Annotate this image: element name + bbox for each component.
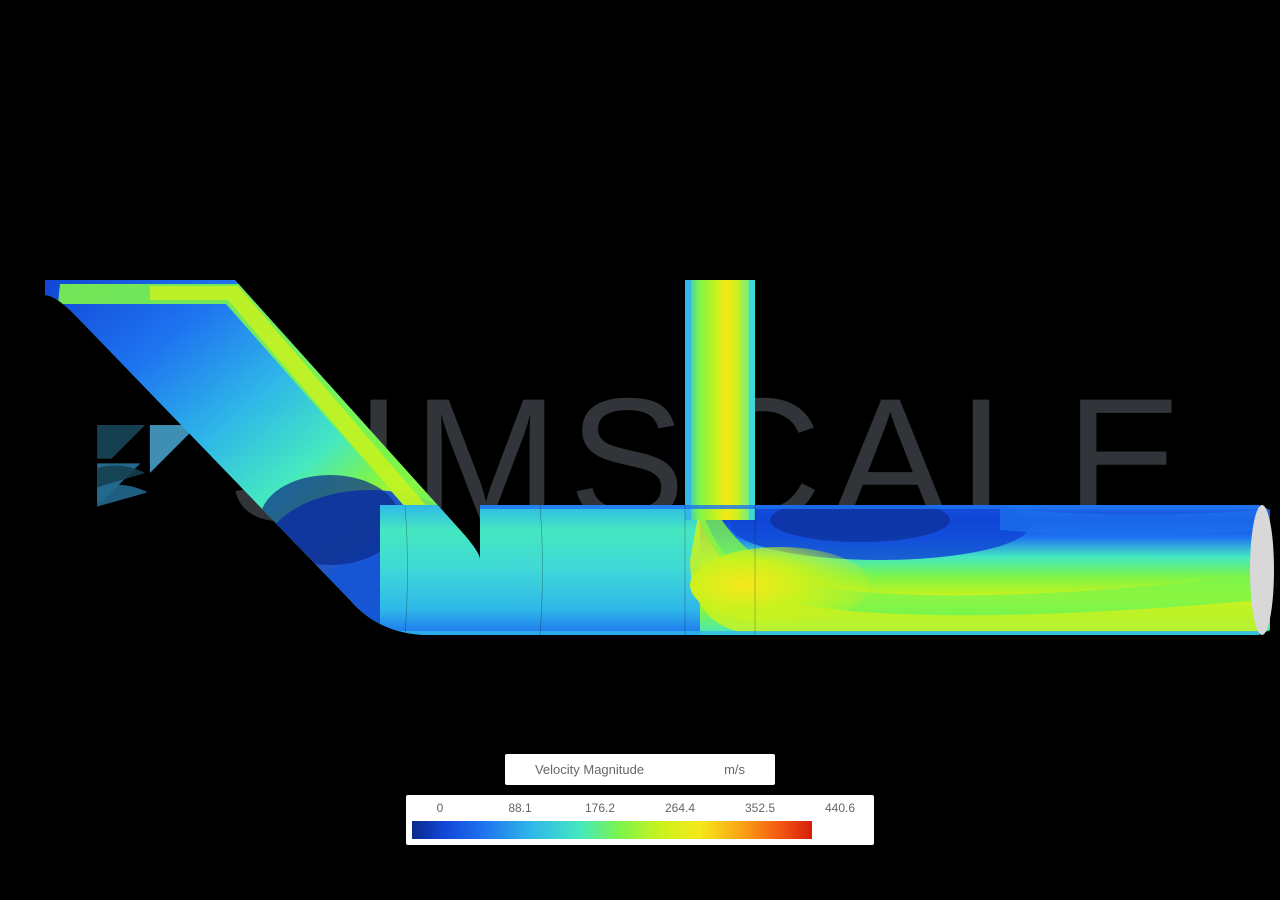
legend-tick: 176.2 <box>580 801 620 815</box>
legend-tick: 0 <box>420 801 460 815</box>
legend-tick: 88.1 <box>500 801 540 815</box>
legend-tick: 440.6 <box>820 801 860 815</box>
legend-tick: 264.4 <box>660 801 700 815</box>
legend-quantity: Velocity Magnitude <box>535 762 644 777</box>
legend-ticks: 0 88.1 176.2 264.4 352.5 440.6 <box>412 801 868 821</box>
legend-scale-box: 0 88.1 176.2 264.4 352.5 440.6 <box>406 795 874 845</box>
pipe-outlet-cap <box>1250 505 1274 635</box>
legend-colorbar <box>412 821 812 839</box>
legend-tick: 352.5 <box>740 801 780 815</box>
pipe-body <box>0 260 1280 660</box>
legend-unit: m/s <box>724 762 745 777</box>
color-legend: Velocity Magnitude m/s 0 88.1 176.2 264.… <box>406 754 874 845</box>
legend-title-box: Velocity Magnitude m/s <box>505 754 775 785</box>
simulation-viewport: SIMSCALE <box>0 0 1280 900</box>
